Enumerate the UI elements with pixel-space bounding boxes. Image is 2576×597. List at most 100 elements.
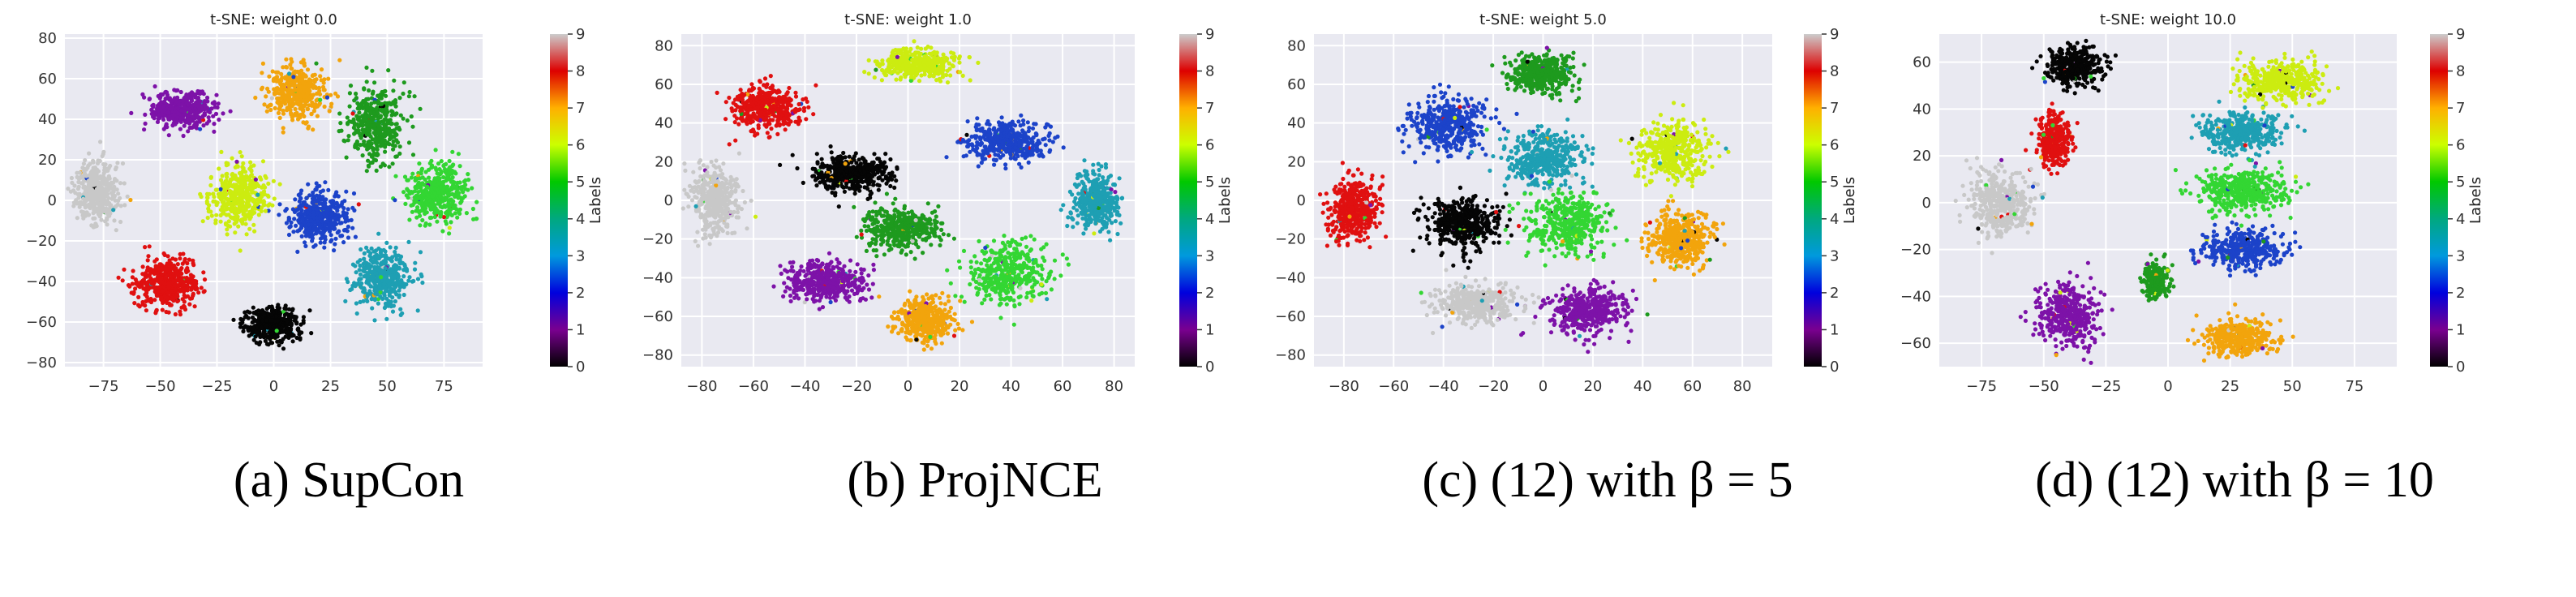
- scatter-point-label-2: [300, 234, 304, 238]
- scatter-point-label-2: [297, 207, 301, 211]
- scatter-point-label-2: [303, 244, 307, 248]
- scatter-point-label-4: [346, 121, 350, 125]
- scatter-point-label-8: [170, 264, 174, 268]
- scatter-point-label-4: [365, 104, 369, 108]
- scatter-point-label-7: [293, 112, 297, 116]
- scatter-point-label-5: [441, 175, 445, 179]
- scatter-point-label-4: [382, 89, 386, 93]
- scatter-point-label-2: [303, 240, 307, 244]
- scatter-point-label-4: [349, 84, 353, 88]
- scatter-point-label-4: [401, 117, 406, 121]
- scatter-point-label-4: [371, 90, 375, 94]
- scatter-point-label-5: [417, 201, 421, 205]
- scatter-point-label-4: [375, 169, 379, 173]
- scatter-point-label-2: [311, 233, 315, 237]
- scatter-point-label-4: [362, 86, 366, 90]
- scatter-point-label-0: [895, 165, 899, 170]
- scatter-point-label-2: [298, 200, 302, 204]
- scatter-point-label-8: [160, 267, 164, 271]
- scatter-point-label-5: [449, 220, 453, 224]
- scatter-point-label-1: [161, 118, 165, 122]
- scatter-point-label-6: [264, 209, 268, 213]
- y-tick-label: 20: [38, 152, 57, 169]
- scatter-point-label-0: [831, 161, 835, 165]
- scatter-point-label-3: [384, 253, 388, 257]
- scatter-point-label-5: [448, 211, 452, 215]
- scatter-point-label-2: [341, 206, 346, 210]
- scatter-point-label-0: [815, 152, 819, 156]
- scatter-point-label-9: [83, 211, 87, 215]
- scatter-point-label-1: [165, 102, 169, 106]
- scatter-point-label-5: [450, 199, 454, 203]
- scatter-point-label-4: [352, 131, 356, 135]
- scatter-point-label-3: [402, 293, 406, 297]
- scatter-point-label-8: [146, 265, 150, 269]
- scatter-point-label-7: [325, 96, 329, 100]
- scatter-point-label-7: [313, 73, 317, 77]
- scatter-point-label-7: [315, 92, 319, 96]
- scatter-point-label-0: [887, 176, 891, 180]
- scatter-point-label-6: [230, 157, 234, 161]
- scatter-point-label-5: [410, 175, 414, 179]
- scatter-point-label-9: [88, 185, 92, 189]
- scatter-point-label-0: [238, 325, 243, 329]
- scatter-point-label-8: [196, 290, 200, 294]
- scatter-point-label-5: [440, 229, 444, 233]
- scatter-point-label-0: [888, 184, 892, 188]
- scatter-point-label-8: [164, 264, 168, 268]
- scatter-point-label-8: [136, 303, 140, 307]
- scatter-point-label-8: [156, 276, 160, 280]
- scatter-point-label-6: [210, 213, 214, 217]
- scatter-point-label-6: [235, 164, 239, 168]
- scatter-point-label-8: [139, 280, 143, 284]
- scatter-point-label-4: [376, 153, 380, 157]
- scatter-point-label-5: [418, 214, 422, 218]
- scatter-point-label-9: [75, 175, 79, 179]
- scatter-point-label-3: [358, 277, 362, 281]
- scatter-point-label-5: [453, 195, 457, 199]
- scatter-point-label-2: [297, 193, 301, 197]
- scatter-point-label-2: [352, 208, 356, 213]
- y-tick-label: 0: [48, 192, 57, 209]
- scatter-point-label-2: [285, 207, 289, 211]
- scatter-point-label-2: [350, 218, 354, 222]
- scatter-point-label-6: [240, 154, 244, 158]
- scatter-point-label-6: [251, 163, 255, 167]
- scatter-point-label-2: [346, 207, 350, 211]
- scatter-point-label-5: [448, 159, 452, 163]
- scatter-point-label-4: [370, 69, 374, 73]
- scatter-point-label-4: [402, 80, 406, 84]
- scatter-point-label-0: [246, 310, 250, 314]
- scatter-point-label-1: [165, 110, 170, 114]
- scatter-point-label-7: [275, 87, 279, 91]
- scatter-point-label-5: [393, 198, 397, 202]
- scatter-point-label-7: [274, 71, 278, 75]
- scatter-point-label-1: [216, 105, 220, 110]
- scatter-point-label-8: [167, 302, 171, 306]
- scatter-point-label-6: [256, 184, 260, 188]
- scatter-point-label-0: [871, 170, 875, 174]
- scatter-point-label-8: [182, 294, 187, 298]
- scatter-point-label-7: [265, 110, 269, 114]
- scatter-point-label-8: [127, 285, 131, 289]
- scatter-point-label-0: [269, 312, 273, 316]
- scatter-point-label-5: [427, 176, 431, 180]
- scatter-point-label-5: [425, 185, 429, 189]
- scatter-point-label-0: [291, 339, 295, 343]
- scatter-point-label-9: [96, 158, 100, 162]
- scatter-point-label-5: [440, 199, 444, 203]
- scatter-point-label-6: [263, 185, 267, 189]
- scatter-point-label-3: [393, 299, 397, 303]
- scatter-point-label-5: [466, 178, 470, 182]
- scatter-point-label-2: [319, 241, 323, 245]
- scatter-point-label-9: [106, 166, 110, 170]
- scatter-point-label-9: [88, 198, 92, 202]
- scatter-point-label-6: [261, 159, 265, 163]
- scatter-point-label-4: [413, 94, 417, 98]
- scatter-point-label-3: [373, 250, 377, 254]
- scatter-point-label-2: [326, 188, 330, 192]
- scatter-point-label-2: [304, 225, 308, 229]
- scatter-point-label-9: [100, 191, 104, 195]
- scatter-point-label-5: [420, 167, 424, 171]
- scatter-point-label-6: [246, 186, 250, 190]
